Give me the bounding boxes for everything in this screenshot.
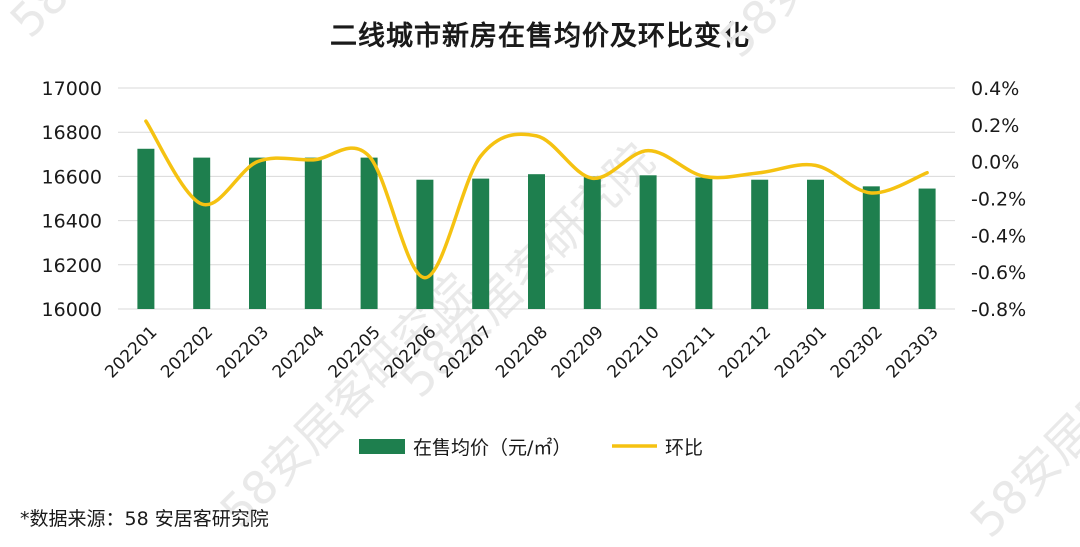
x-tick-label: 202204 xyxy=(269,322,329,382)
x-tick-label: 202201 xyxy=(101,322,161,382)
legend-line-label: 环比 xyxy=(665,437,703,459)
y-right-tick-label: -0.6% xyxy=(971,262,1026,284)
bar xyxy=(807,179,824,309)
bar xyxy=(304,157,322,309)
y-right-tick-label: 0.0% xyxy=(971,152,1019,174)
y-left-tick-label: 16800 xyxy=(42,122,102,144)
legend-bar-swatch xyxy=(359,439,405,454)
y-axis-left: 17000 16800 16600 16400 16200 16000 xyxy=(42,78,102,321)
y-left-tick-label: 16000 xyxy=(42,299,102,321)
bar xyxy=(193,157,211,309)
x-tick-label: 202301 xyxy=(771,322,831,382)
bar xyxy=(360,157,378,309)
bar-series xyxy=(137,148,936,309)
y-right-tick-label: -0.4% xyxy=(971,225,1026,247)
y-right-tick-label: 0.4% xyxy=(971,78,1019,100)
bar xyxy=(862,186,880,309)
bar xyxy=(528,174,545,309)
x-tick-label: 202203 xyxy=(213,322,273,382)
y-right-tick-label: -0.2% xyxy=(971,189,1026,211)
x-tick-label: 202210 xyxy=(604,322,664,382)
bar xyxy=(137,148,155,309)
bar xyxy=(583,176,601,309)
bar xyxy=(639,175,657,309)
x-axis: 2022012022022022032022042022052022062022… xyxy=(101,322,942,382)
y-left-tick-label: 16200 xyxy=(42,255,102,277)
x-tick-label: 202303 xyxy=(883,322,943,382)
bar xyxy=(751,179,769,309)
bar xyxy=(416,179,434,309)
legend: 在售均价（元/㎡） 环比 xyxy=(359,436,703,459)
legend-bar-label: 在售均价（元/㎡） xyxy=(413,436,571,459)
y-right-tick-label: 0.2% xyxy=(971,115,1019,137)
bar xyxy=(472,178,490,309)
line-series xyxy=(144,119,929,280)
x-tick-label: 202209 xyxy=(548,322,608,382)
y-right-tick-label: -0.8% xyxy=(971,299,1026,321)
chart-title: 二线城市新房在售均价及环比变化 xyxy=(330,21,750,52)
x-tick-label: 202302 xyxy=(827,322,887,382)
source-note: *数据来源：58 安居客研究院 xyxy=(20,508,269,530)
y-left-tick-label: 17000 xyxy=(42,78,102,100)
x-tick-label: 202211 xyxy=(659,322,719,382)
bar xyxy=(695,177,713,309)
y-axis-right: 0.4% 0.2% 0.0% -0.2% -0.4% -0.6% -0.8% xyxy=(971,78,1026,321)
x-tick-label: 202202 xyxy=(157,322,217,382)
watermark-text: 58安居客研究院 xyxy=(0,0,274,48)
watermark-text: 58安居客研究院 xyxy=(710,0,985,68)
y-left-tick-label: 16400 xyxy=(42,211,102,233)
x-tick-label: 202212 xyxy=(715,322,775,382)
bar xyxy=(249,157,266,309)
y-left-tick-label: 16600 xyxy=(42,166,102,188)
bar xyxy=(918,188,936,309)
line-path xyxy=(144,119,929,280)
